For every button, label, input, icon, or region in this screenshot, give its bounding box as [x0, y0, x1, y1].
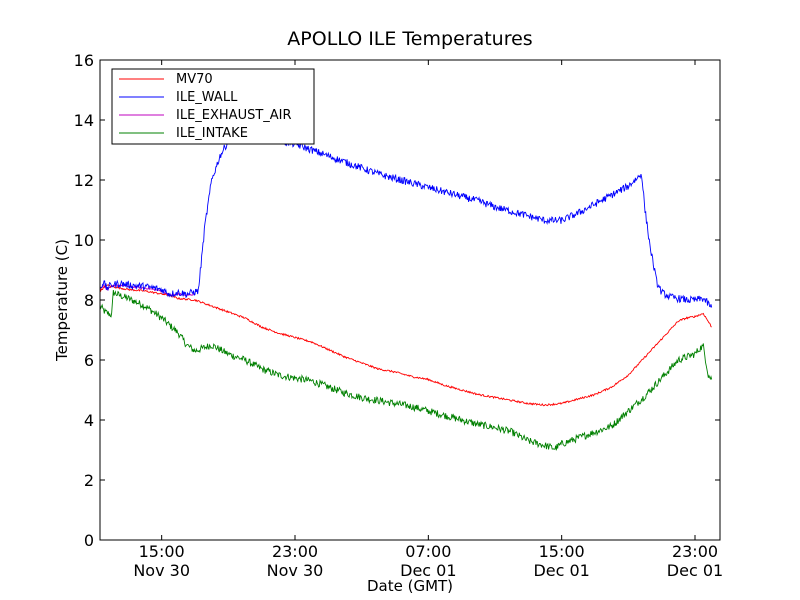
- y-tick-label: 10: [74, 231, 94, 250]
- x-tick-time-label: 15:00: [539, 542, 585, 561]
- legend-label: MV70: [176, 72, 213, 87]
- x-tick-date-label: Nov 30: [133, 561, 190, 580]
- x-tick-time-label: 07:00: [405, 542, 451, 561]
- legend-label: ILE_EXHAUST_AIR: [176, 108, 292, 123]
- x-tick-time-label: 15:00: [139, 542, 185, 561]
- x-axis-label: Date (GMT): [367, 577, 453, 595]
- legend: MV70 ILE_WALL ILE_EXHAUST_AIR ILE_INTAKE: [111, 68, 315, 145]
- y-axis: 0 2 4 6 8 10 12 14 16: [74, 51, 720, 550]
- series-layer: [99, 130, 713, 451]
- series-line-mv70: [99, 284, 712, 407]
- x-tick-date-label: Dec 01: [667, 561, 723, 580]
- x-tick-date-label: Dec 01: [400, 561, 456, 580]
- series-line-ile-intake: [99, 289, 713, 451]
- x-tick-date-label: Nov 30: [267, 561, 324, 580]
- legend-label: ILE_WALL: [176, 90, 238, 105]
- y-tick-label: 8: [84, 291, 94, 310]
- series-line-ile-wall: [99, 130, 713, 308]
- x-tick-date-label: Dec 01: [533, 561, 589, 580]
- x-tick-time-label: 23:00: [672, 542, 718, 561]
- chart-title: APOLLO ILE Temperatures: [287, 28, 532, 50]
- y-axis-label: Temperature (C): [53, 239, 71, 362]
- y-tick-label: 6: [84, 351, 94, 370]
- x-tick-time-label: 23:00: [272, 542, 318, 561]
- y-tick-label: 0: [84, 531, 94, 550]
- y-tick-label: 12: [74, 171, 94, 190]
- y-tick-label: 2: [84, 471, 94, 490]
- y-tick-label: 16: [74, 51, 94, 70]
- y-tick-label: 14: [74, 111, 94, 130]
- legend-label: ILE_INTAKE: [176, 126, 248, 141]
- legend-box: [111, 68, 315, 145]
- y-tick-label: 4: [84, 411, 94, 430]
